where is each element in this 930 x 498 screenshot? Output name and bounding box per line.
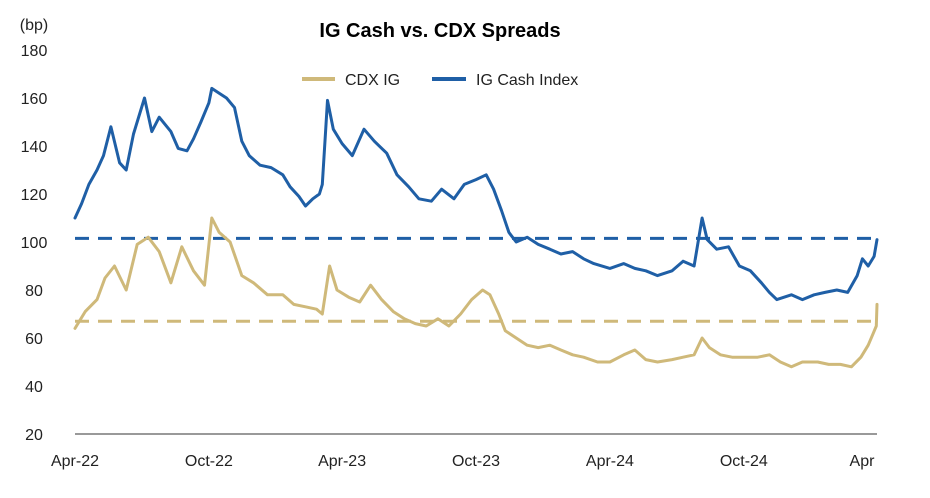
x-tick-label: Apr [850,453,876,470]
series-line [73,86,879,302]
x-tick-label: Oct-23 [452,453,500,470]
legend: CDX IG IG Cash Index [302,72,578,89]
y-axis-unit-label: (bp) [20,17,48,34]
legend-label-cdx-ig: CDX IG [345,72,400,89]
y-tick-label: 80 [25,283,43,300]
series-line [73,216,879,369]
legend-label-ig-cash-index: IG Cash Index [476,72,578,89]
x-tick-label: Apr-22 [51,453,99,470]
y-axis-ticks: 20 40 60 80 100 120 140 160 180 [21,43,48,444]
x-axis-ticks: Apr-22 Oct-22 Apr-23 Oct-23 Apr-24 Oct-24 Apr [51,453,875,470]
x-tick-label: Apr-23 [318,453,366,470]
x-tick-label: Apr-24 [586,453,634,470]
y-tick-label: 120 [21,187,48,204]
y-tick-label: 40 [25,379,43,396]
y-tick-label: 60 [25,331,43,348]
x-tick-label: Oct-22 [185,453,233,470]
y-tick-label: 160 [21,91,48,108]
chart-title: IG Cash vs. CDX Spreads [319,20,560,42]
y-tick-label: 100 [21,235,48,252]
reference-lines [75,236,877,323]
y-tick-label: 20 [25,427,43,444]
x-tick-label: Oct-24 [720,453,768,470]
series-lines [73,86,879,369]
y-tick-label: 180 [21,43,48,60]
y-tick-label: 140 [21,139,48,156]
